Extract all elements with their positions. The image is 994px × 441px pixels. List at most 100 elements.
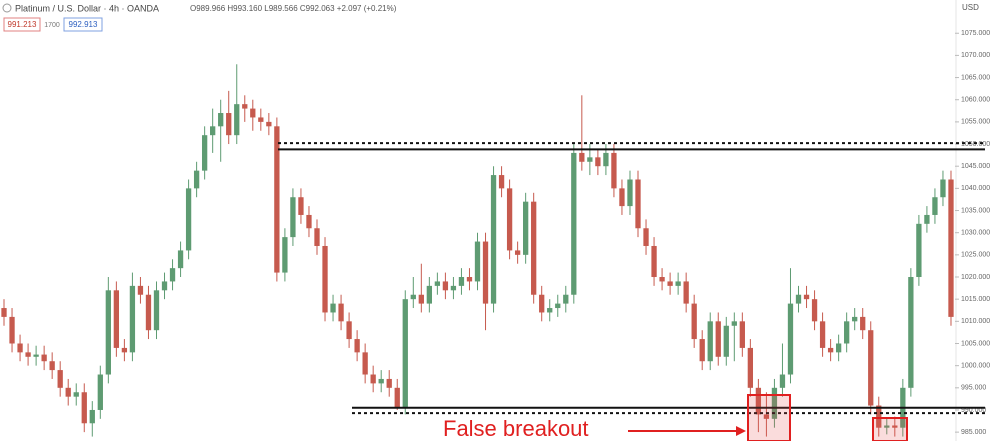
candle-body <box>619 188 625 207</box>
candle-body <box>763 414 770 419</box>
y-tick-label: 995.000 <box>961 385 986 392</box>
y-tick-label: 1050.000 <box>961 141 990 148</box>
candle-body <box>715 321 721 357</box>
candle-body <box>378 378 384 384</box>
candle-body <box>266 121 272 127</box>
y-tick-label: 1070.000 <box>961 52 990 59</box>
candle-body <box>892 425 898 428</box>
candle-body <box>539 294 545 313</box>
candle-body <box>563 294 569 304</box>
candle-body <box>201 135 208 171</box>
candle-body <box>707 321 713 362</box>
candle-body <box>185 188 192 251</box>
candle-body <box>218 113 224 127</box>
candle-body <box>795 294 802 304</box>
candle-body <box>1 308 7 317</box>
candle-body <box>506 188 513 251</box>
candle-body <box>97 374 103 410</box>
candle-body <box>338 303 344 322</box>
candle-body <box>354 339 360 353</box>
candle-body <box>691 303 697 340</box>
candle-body <box>474 241 481 282</box>
y-tick-label: 1015.000 <box>961 296 990 303</box>
candle-body <box>699 339 705 362</box>
candle-body <box>659 277 665 282</box>
candle-body <box>450 285 457 291</box>
candle-body <box>113 290 120 348</box>
candle-body <box>394 387 400 408</box>
candle-body <box>940 179 946 198</box>
candle-body <box>667 281 673 286</box>
candle-body <box>193 170 200 189</box>
candle-body <box>514 250 521 255</box>
bid-box <box>3 17 41 32</box>
candle-body <box>242 104 248 109</box>
candle-body <box>531 201 537 295</box>
ask-price: 992.913 <box>69 20 98 29</box>
candle-body <box>868 330 874 406</box>
candle-body <box>322 245 328 313</box>
candle-body <box>89 409 95 424</box>
y-tick-label: 1055.000 <box>961 119 990 126</box>
y-tick-label: 1000.000 <box>961 362 990 369</box>
candle-body <box>755 387 762 415</box>
candle-body <box>161 281 168 291</box>
candle-body <box>314 228 320 246</box>
candle-body <box>41 354 47 362</box>
candle-body <box>916 223 922 278</box>
y-tick-label: 1025.000 <box>961 252 990 259</box>
y-tick-label: 985.000 <box>961 429 986 436</box>
candle-body <box>627 179 633 207</box>
candle-body <box>177 250 184 269</box>
candle-body <box>434 281 441 286</box>
candle-body <box>121 347 128 353</box>
plot-area: 985.000 990.000 995.000 1000.000 1005.000 101… <box>1 30 990 437</box>
candle-body <box>555 303 561 309</box>
candle-body <box>346 321 352 340</box>
candle-body <box>932 197 938 215</box>
candle-body <box>603 152 609 167</box>
candle-body <box>9 316 15 344</box>
candle-body <box>571 152 577 295</box>
y-tick-label: 1045.000 <box>961 163 990 170</box>
candle-body <box>587 157 593 162</box>
y-tick-label: 1020.000 <box>961 274 990 281</box>
candle-body <box>523 201 529 255</box>
candle-body <box>137 285 144 295</box>
y-tick-label: 1005.000 <box>961 340 990 347</box>
candle-body <box>258 117 264 122</box>
candle-body <box>819 321 826 348</box>
candle-body <box>779 374 786 388</box>
candle-body <box>17 343 23 353</box>
candle-body <box>683 281 689 304</box>
candle-body <box>835 343 842 353</box>
candle-body <box>210 126 216 136</box>
candle-body <box>482 241 489 304</box>
annotation-arrowhead <box>736 426 746 436</box>
candle-body <box>723 325 729 357</box>
candle-body <box>145 294 152 331</box>
candle-body <box>330 303 336 313</box>
candle-body <box>33 354 39 357</box>
symbol-title: Platinum / U.S. Dollar · 4h · OANDA <box>15 3 159 13</box>
candle-body <box>306 214 312 229</box>
candle-body <box>282 237 288 273</box>
candle-body <box>490 175 497 304</box>
candle-body <box>426 285 432 304</box>
candle-body <box>129 285 136 353</box>
currency-label: USD <box>962 3 979 12</box>
candle-body <box>226 113 232 136</box>
y-tick-label: 1065.000 <box>961 74 990 81</box>
candle-body <box>402 299 408 408</box>
y-tick-label: 1040.000 <box>961 185 990 192</box>
candle-body <box>169 268 176 282</box>
y-tick-label: 1010.000 <box>961 318 990 325</box>
candle-body <box>811 299 818 322</box>
ask-box <box>63 17 103 32</box>
candle-body <box>458 277 465 286</box>
candle-body <box>884 425 890 428</box>
candle-body <box>771 387 778 419</box>
candle-body <box>651 245 657 278</box>
candle-body <box>153 290 160 331</box>
